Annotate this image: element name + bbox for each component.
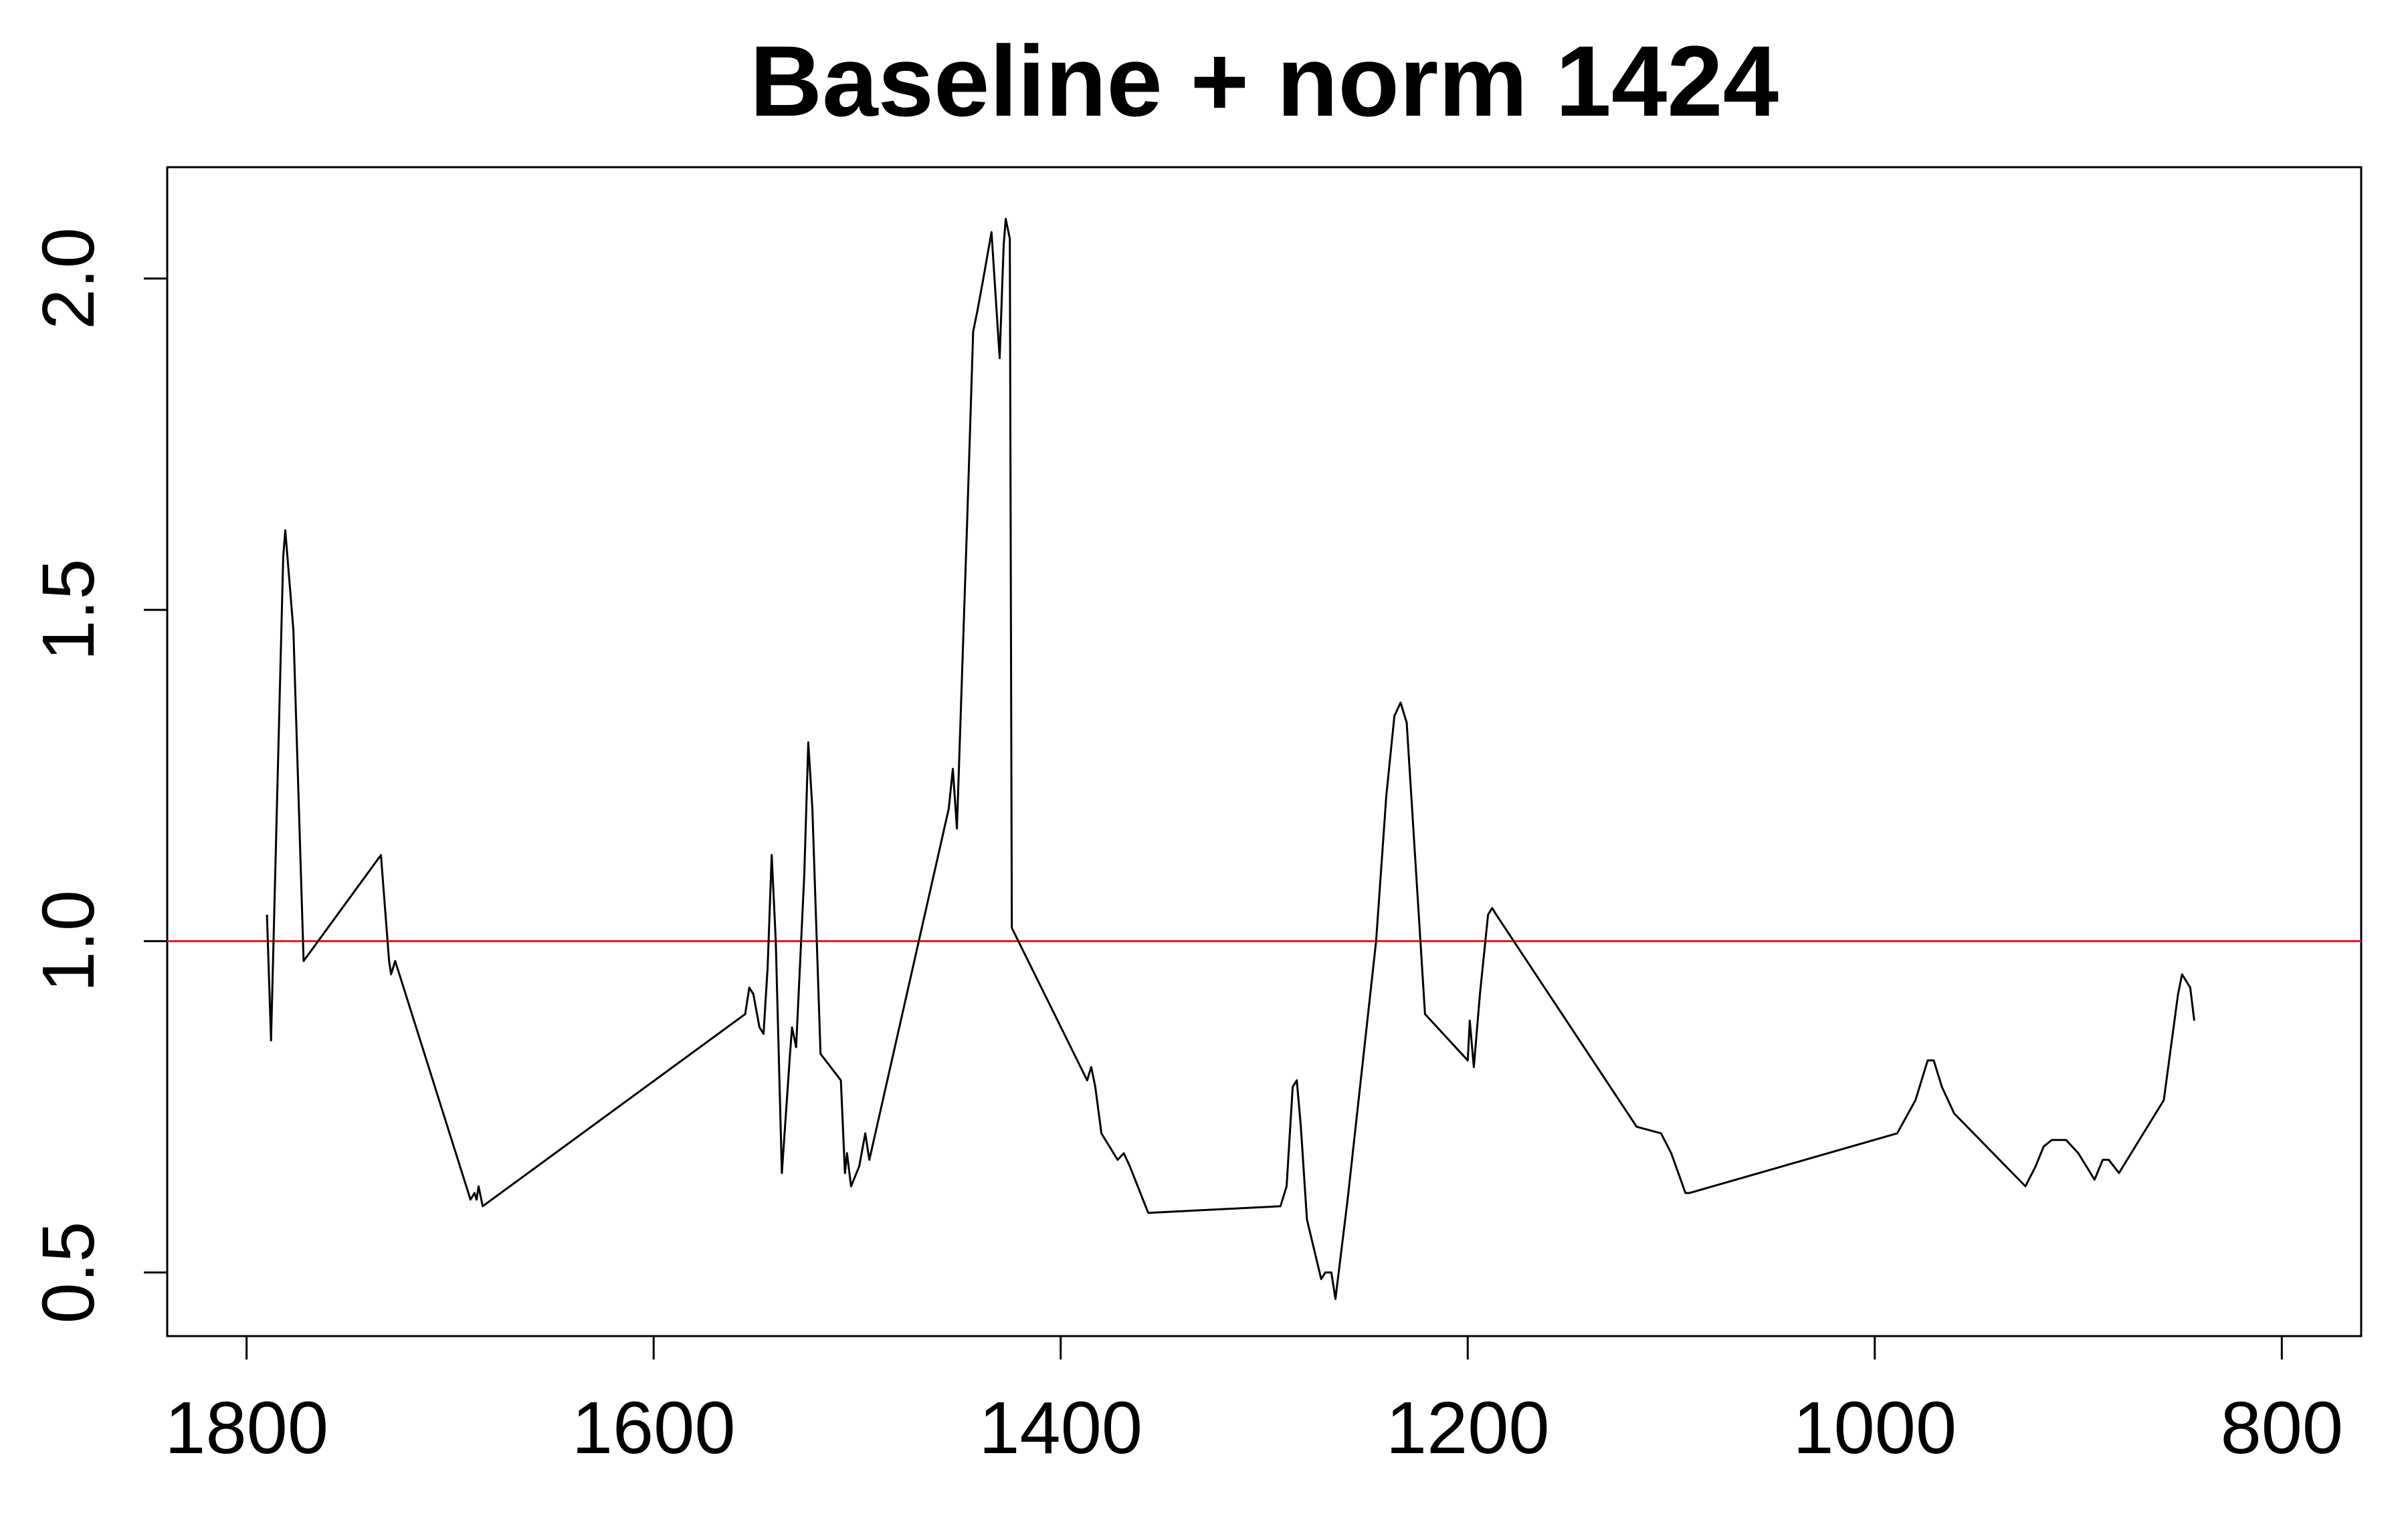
y-axis: 0.5 1.0 1.5 2.0: [27, 227, 169, 1323]
y-tick-label: 1.0: [27, 890, 110, 992]
y-tick-label: 2.0: [27, 227, 110, 330]
x-axis: 1800 1600 1400 1200 1000 800: [165, 1335, 2344, 1469]
x-tick-label: 800: [2221, 1387, 2344, 1469]
x-tick-label: 1800: [165, 1387, 328, 1469]
x-tick-label: 1400: [979, 1387, 1142, 1469]
series-line: [266, 217, 2195, 1300]
plot-frame: [166, 166, 2363, 1337]
y-tick-label: 1.5: [27, 558, 110, 661]
x-tick-label: 1600: [572, 1387, 736, 1469]
plot-area: [167, 217, 2361, 1300]
x-tick-label: 1000: [1793, 1387, 1956, 1469]
y-tick-label: 0.5: [27, 1221, 110, 1323]
chart-title: Baseline + norm 1424: [750, 25, 1779, 137]
x-tick-label: 1200: [1386, 1387, 1550, 1469]
